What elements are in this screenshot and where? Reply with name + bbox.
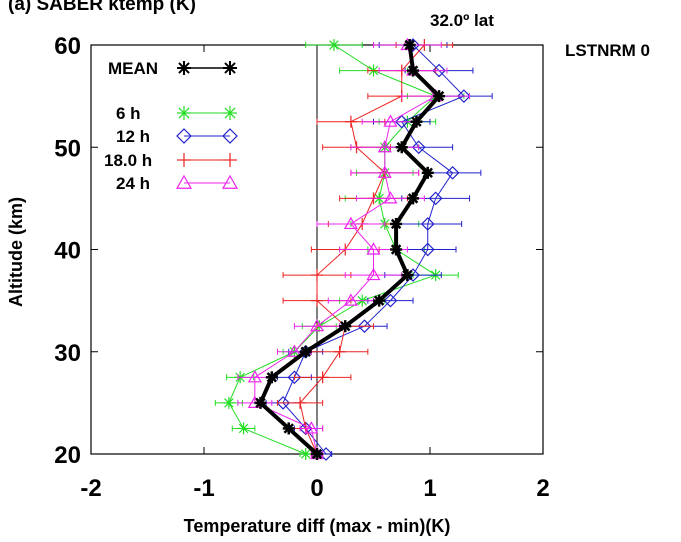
data-point [420, 217, 435, 231]
data-point [366, 267, 381, 281]
data-point [309, 318, 325, 332]
data-point [383, 293, 398, 308]
data-point [428, 191, 443, 206]
legend-marker [223, 61, 237, 75]
data-point [343, 293, 358, 306]
legend-marker [223, 106, 237, 120]
legend-label: 24 h [116, 174, 150, 193]
data-point [390, 217, 403, 230]
data-point [265, 371, 278, 384]
data-point [319, 447, 333, 461]
legend-entry-6-h: 6 h [116, 104, 237, 123]
x-tick-label: 2 [536, 475, 549, 502]
series-line [254, 44, 437, 455]
data-point [394, 114, 409, 129]
legend-marker [177, 61, 191, 75]
y-tick-label: 40 [54, 238, 81, 265]
data-point [410, 115, 423, 128]
y-tick-label: 50 [54, 135, 81, 162]
legend-marker [222, 128, 238, 144]
data-point [390, 243, 403, 256]
data-point [407, 192, 420, 205]
x-tick-label: 0 [310, 475, 323, 502]
data-point [299, 448, 312, 460]
data-point [383, 114, 398, 127]
legend-marker [175, 174, 193, 189]
data-point [254, 396, 267, 409]
data-point [343, 216, 358, 230]
data-point [445, 165, 460, 180]
legend-label: 6 h [116, 104, 141, 123]
data-point [457, 89, 471, 103]
data-point [377, 165, 392, 178]
data-point [421, 166, 434, 179]
y-tick-label: 20 [54, 442, 81, 469]
plot-area: -2 -1 0 1 2 20 30 40 50 60 [54, 33, 549, 502]
legend-marker [177, 153, 191, 167]
legend-marker [221, 174, 239, 189]
data-point [311, 294, 323, 307]
data-point [327, 39, 340, 51]
y-axis-label: Altitude (km) [6, 197, 26, 307]
data-point [304, 421, 319, 434]
legend-entry-24-h: 24 h [116, 174, 239, 193]
legend-entry-mean: MEAN [108, 59, 237, 78]
data-point [247, 370, 262, 383]
data-point [357, 319, 372, 334]
data-point [411, 140, 426, 155]
data-point [420, 242, 435, 257]
data-point [294, 396, 307, 409]
data-point [311, 448, 323, 460]
x-tick-label: -1 [193, 475, 214, 502]
data-point [287, 370, 302, 385]
x-tick-label: -2 [80, 475, 101, 502]
legend: MEAN 6 h 12 h 18.0 h 24 h [104, 59, 239, 193]
data-point [366, 242, 381, 255]
corner-label: LSTNRM 0 [565, 41, 650, 60]
legend-label: MEAN [108, 59, 158, 78]
data-point [316, 371, 329, 384]
x-tick-label: 1 [423, 475, 436, 502]
data-point [299, 345, 312, 358]
data-point [432, 63, 446, 78]
series-mean [254, 39, 446, 460]
data-point [222, 396, 235, 409]
data-point [395, 141, 408, 154]
legend-marker [176, 128, 192, 144]
data-point [373, 294, 386, 307]
legend-marker [223, 153, 237, 167]
data-point [282, 422, 295, 435]
x-axis-label: Temperature diff (max - min)(K) [184, 516, 451, 536]
data-point [377, 140, 392, 153]
data-point [237, 422, 250, 435]
data-point [339, 320, 352, 333]
y-tick-label: 30 [54, 340, 81, 367]
data-point [401, 269, 414, 282]
data-point [276, 396, 290, 410]
data-point [333, 345, 346, 358]
data-point [287, 344, 302, 357]
legend-label: 18.0 h [104, 151, 152, 170]
chart-title: (a) SABER ktemp (K) [8, 0, 196, 15]
data-point [407, 64, 420, 77]
legend-entry-18-0-h: 18.0 h [104, 151, 237, 170]
legend-label: 12 h [116, 127, 150, 146]
data-point [344, 115, 357, 128]
data-point [383, 191, 398, 204]
data-point [433, 90, 446, 103]
legend-entry-12-h: 12 h [116, 127, 238, 146]
series-layer [214, 37, 493, 461]
y-tick-label: 60 [54, 33, 81, 60]
legend-marker [177, 106, 191, 120]
data-point [311, 269, 323, 282]
data-point [403, 39, 416, 51]
latitude-label: 32.0º lat [430, 11, 494, 30]
